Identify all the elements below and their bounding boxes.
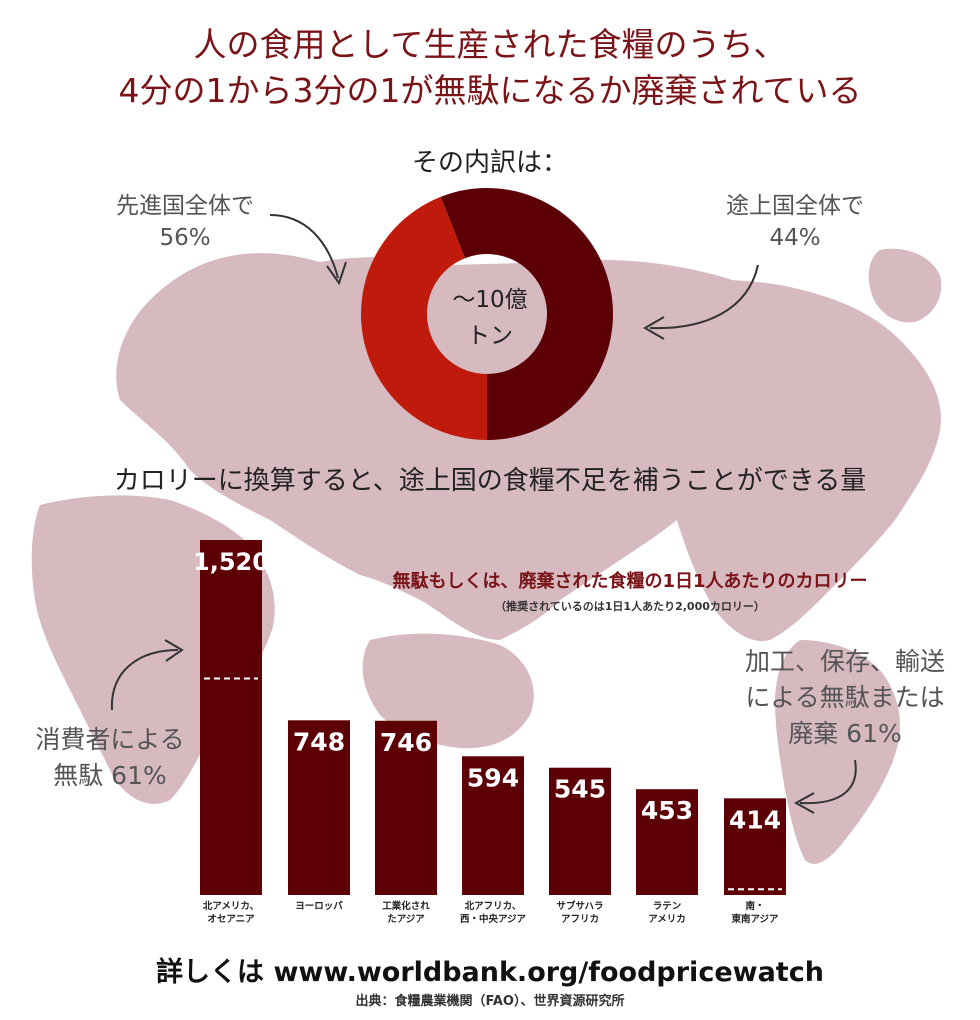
callout-developed-label: 先進国全体で [116,193,254,219]
donut-slice-1 [440,188,613,440]
bar-category-label-1: オセアニア [207,914,255,925]
arrow-developing [649,264,759,330]
donut-center-label: 〜10億 トン [430,282,550,354]
map-greenland [868,248,942,323]
donut-header: その内訳は： [411,148,568,178]
bar-7 [724,798,786,895]
bar-category-label-3: 工業化され [382,900,430,912]
bar-chart-note: （推奨されているのは1日1人あたり2,000カロリー） [495,600,765,613]
bar-category-label-6: ラテン [653,901,682,912]
arrow-consumer-head [164,639,184,662]
bar-category-label-3: たアジア [387,914,425,925]
calorie-heading: カロリーに換算すると、途上国の食糧不足を補うことができる量 [113,466,867,496]
bar-value-label-1: 1,520 [193,548,269,576]
bar-4 [462,756,524,895]
bar-category-label-4: 西・中央アジア [460,913,527,925]
callout-consumer-line-2: 無駄 61% [53,761,167,790]
bar-category-label-6: アメリカ [648,914,686,925]
arrow-developed-head [326,261,347,286]
callout-consumer-line-1: 消費者による [35,725,185,754]
bar-value-label-6: 453 [641,796,693,825]
callout-developing-label: 途上国全体で [726,193,864,219]
title-line-1: 人の食用として生産された食糧のうち、 [193,25,787,64]
bar-5 [549,767,611,895]
callout-developed-value: 56% [159,225,211,251]
bar-category-label-5: アフリカ [561,914,599,925]
bar-category-label-7: 東南アジア [730,913,779,925]
callout-consumer: 消費者による 無駄 61% [10,722,210,794]
bar-value-label-5: 545 [554,775,606,804]
bar-category-label-2: ヨーロッパ [295,900,343,912]
callout-processing-line-3: 廃棄 61% [788,719,902,748]
bar-3 [375,720,437,895]
arrow-processing [799,759,857,805]
bar-2 [288,720,350,895]
bar-category-label-5: サブサハラ [556,900,603,912]
arrow-developing-head [643,316,665,340]
callout-developed: 先進国全体で 56% [80,190,290,254]
arrow-consumer [110,649,179,711]
bar-value-label-3: 746 [380,728,432,757]
callout-processing: 加工、保存、輸送 による無駄または 廃棄 61% [715,644,975,752]
callout-processing-line-1: 加工、保存、輸送 [744,647,945,676]
arrow-processing-head [793,792,815,814]
footer-link-text: 詳しくは www.worldbank.org/foodpricewatch [156,957,824,988]
callout-developing: 途上国全体で 44% [690,190,900,254]
map-north-america [611,280,941,641]
bar-value-label-7: 414 [729,805,781,834]
bar-chart-title: 無駄もしくは、廃棄された食糧の1日1人あたりのカロリー [392,571,868,592]
source-credit: 出典：食糧農業機関（FAO）、世界資源研究所 [355,994,625,1009]
bar-6 [636,789,698,895]
arrow-developed [269,214,339,279]
callout-processing-line-2: による無駄または [745,683,945,712]
bar-1 [200,540,262,895]
donut-center-line-2: トン [467,323,513,349]
donut-slice-2 [360,196,487,440]
callout-developing-value: 44% [769,225,821,251]
bar-value-label-4: 594 [467,763,519,792]
bar-category-label-1: 北アメリカ、 [203,900,259,912]
bar-category-label-4: 北アフリカ、 [465,900,522,912]
donut-center-line-1: 〜10億 [452,287,528,313]
map-australia [362,633,534,749]
bar-value-label-2: 748 [293,727,345,756]
bar-category-label-7: 南・ [745,900,764,912]
title-line-2: 4分の1から3分の1が無駄になるか廃棄されている [118,71,862,110]
